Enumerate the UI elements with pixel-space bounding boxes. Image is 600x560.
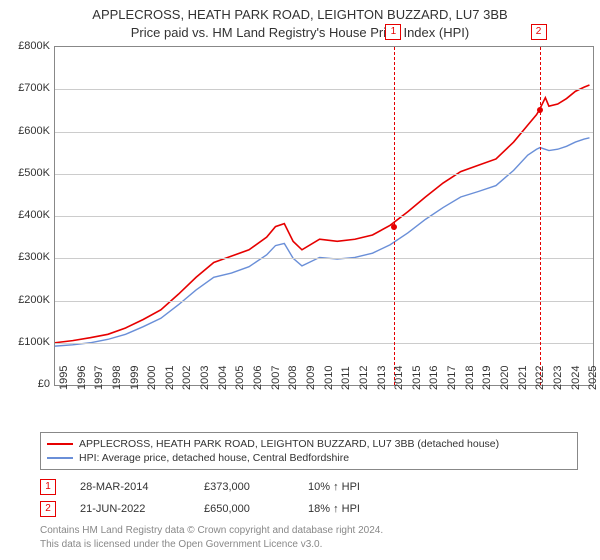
gridline bbox=[55, 258, 593, 259]
sale-price: £373,000 bbox=[204, 481, 284, 493]
x-tick-label: 2001 bbox=[164, 366, 176, 390]
sale-point bbox=[537, 107, 543, 113]
series-line bbox=[55, 138, 589, 346]
x-tick-label: 2014 bbox=[393, 366, 405, 390]
x-tick-label: 2013 bbox=[376, 366, 388, 390]
title-line-1: APPLECROSS, HEATH PARK ROAD, LEIGHTON BU… bbox=[0, 6, 600, 24]
sale-pct: 10% ↑ HPI bbox=[308, 481, 398, 493]
gridline bbox=[55, 132, 593, 133]
sales-table: 1 28-MAR-2014 £373,000 10% ↑ HPI 2 21-JUN-202… bbox=[40, 476, 398, 520]
x-tick-label: 2018 bbox=[464, 366, 476, 390]
gridline bbox=[55, 174, 593, 175]
plot-area bbox=[54, 46, 594, 386]
gridline bbox=[55, 89, 593, 90]
x-tick-label: 2011 bbox=[340, 366, 352, 390]
chart-title: APPLECROSS, HEATH PARK ROAD, LEIGHTON BU… bbox=[0, 0, 600, 41]
sale-marker-line bbox=[394, 47, 395, 385]
sale-row: 2 21-JUN-2022 £650,000 18% ↑ HPI bbox=[40, 498, 398, 520]
sale-row-badge: 1 bbox=[40, 479, 56, 495]
y-tick-label: £800K bbox=[6, 40, 50, 52]
y-tick-label: £100K bbox=[6, 336, 50, 348]
legend-item: HPI: Average price, detached house, Cent… bbox=[47, 451, 571, 465]
sale-pct: 18% ↑ HPI bbox=[308, 503, 398, 515]
x-tick-label: 1999 bbox=[129, 366, 141, 390]
series-line bbox=[55, 85, 589, 343]
x-tick-label: 2022 bbox=[534, 366, 546, 390]
y-tick-label: £400K bbox=[6, 209, 50, 221]
legend-label: HPI: Average price, detached house, Cent… bbox=[79, 452, 349, 464]
y-tick-label: £600K bbox=[6, 125, 50, 137]
legend-label: APPLECROSS, HEATH PARK ROAD, LEIGHTON BU… bbox=[79, 438, 499, 450]
sale-marker-badge: 2 bbox=[531, 24, 547, 40]
x-tick-label: 2005 bbox=[234, 366, 246, 390]
x-tick-label: 2009 bbox=[305, 366, 317, 390]
x-tick-label: 2006 bbox=[252, 366, 264, 390]
legend-swatch bbox=[47, 443, 73, 445]
x-tick-label: 2015 bbox=[411, 366, 423, 390]
x-tick-label: 2004 bbox=[217, 366, 229, 390]
gridline bbox=[55, 301, 593, 302]
sale-price: £650,000 bbox=[204, 503, 284, 515]
legend-item: APPLECROSS, HEATH PARK ROAD, LEIGHTON BU… bbox=[47, 437, 571, 451]
sale-marker-line bbox=[540, 47, 541, 385]
footer: Contains HM Land Registry data © Crown c… bbox=[40, 524, 383, 551]
chart-area: £0£100K£200K£300K£400K£500K£600K£700K£80… bbox=[4, 46, 596, 426]
y-tick-label: £0 bbox=[6, 378, 50, 390]
x-tick-label: 2000 bbox=[146, 366, 158, 390]
title-line-2: Price paid vs. HM Land Registry's House … bbox=[0, 24, 600, 42]
sale-marker-badge: 1 bbox=[385, 24, 401, 40]
footer-line-1: Contains HM Land Registry data © Crown c… bbox=[40, 524, 383, 538]
x-tick-label: 2020 bbox=[499, 366, 511, 390]
x-tick-label: 1995 bbox=[58, 366, 70, 390]
sale-date: 28-MAR-2014 bbox=[80, 481, 180, 493]
sale-row: 1 28-MAR-2014 £373,000 10% ↑ HPI bbox=[40, 476, 398, 498]
legend-swatch bbox=[47, 457, 73, 459]
x-tick-label: 2008 bbox=[287, 366, 299, 390]
x-tick-label: 2024 bbox=[570, 366, 582, 390]
x-tick-label: 2007 bbox=[270, 366, 282, 390]
x-tick-label: 1997 bbox=[93, 366, 105, 390]
chart-container: APPLECROSS, HEATH PARK ROAD, LEIGHTON BU… bbox=[0, 0, 600, 560]
x-tick-label: 2025 bbox=[587, 366, 599, 390]
y-tick-label: £300K bbox=[6, 251, 50, 263]
gridline bbox=[55, 216, 593, 217]
x-tick-label: 1996 bbox=[76, 366, 88, 390]
x-tick-label: 2023 bbox=[552, 366, 564, 390]
x-tick-label: 2010 bbox=[323, 366, 335, 390]
x-tick-label: 1998 bbox=[111, 366, 123, 390]
x-tick-label: 2002 bbox=[181, 366, 193, 390]
x-tick-label: 2003 bbox=[199, 366, 211, 390]
y-tick-label: £500K bbox=[6, 167, 50, 179]
y-tick-label: £700K bbox=[6, 82, 50, 94]
x-tick-label: 2016 bbox=[428, 366, 440, 390]
y-tick-label: £200K bbox=[6, 294, 50, 306]
sale-date: 21-JUN-2022 bbox=[80, 503, 180, 515]
x-tick-label: 2012 bbox=[358, 366, 370, 390]
x-tick-label: 2017 bbox=[446, 366, 458, 390]
x-tick-label: 2019 bbox=[481, 366, 493, 390]
legend: APPLECROSS, HEATH PARK ROAD, LEIGHTON BU… bbox=[40, 432, 578, 470]
x-tick-label: 2021 bbox=[517, 366, 529, 390]
sale-point bbox=[391, 224, 397, 230]
footer-line-2: This data is licensed under the Open Gov… bbox=[40, 538, 383, 552]
sale-row-badge: 2 bbox=[40, 501, 56, 517]
gridline bbox=[55, 343, 593, 344]
